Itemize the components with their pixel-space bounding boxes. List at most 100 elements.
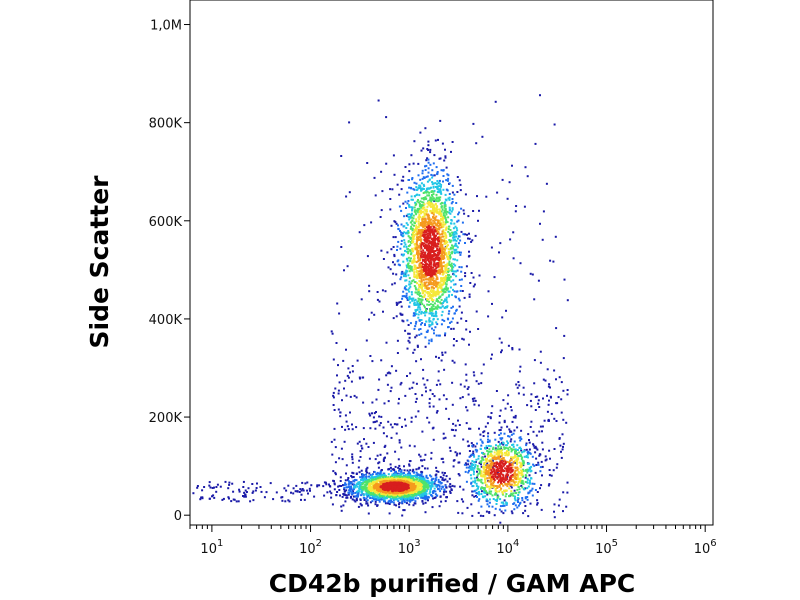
event-dot (445, 490, 448, 493)
event-dot (561, 448, 564, 451)
event-dot (566, 389, 569, 391)
event-dot (553, 123, 556, 126)
event-dot (453, 290, 456, 293)
event-dot (468, 293, 471, 296)
event-dot (496, 450, 499, 453)
event-dot (436, 289, 439, 292)
event-dot (431, 176, 434, 179)
event-dot (431, 205, 434, 208)
event-dot (421, 500, 424, 502)
event-dot (442, 221, 445, 224)
event-dot (453, 273, 456, 276)
event-dot (413, 502, 416, 505)
event-dot (354, 486, 357, 489)
event-dot (431, 202, 434, 205)
event-dot (467, 445, 470, 448)
event-dot (392, 261, 394, 264)
event-dot (440, 257, 443, 260)
event-dot (397, 500, 400, 502)
event-dot (432, 193, 435, 196)
event-dot (383, 500, 385, 503)
event-dot (548, 474, 551, 477)
event-dot (403, 475, 406, 478)
event-dot (406, 469, 409, 472)
event-dot (472, 371, 475, 374)
event-dot (251, 491, 254, 494)
event-dot (435, 211, 438, 214)
event-dot (383, 457, 386, 460)
event-dot (432, 222, 435, 225)
event-dot (331, 453, 334, 456)
event-dot (419, 495, 422, 498)
event-dot (480, 490, 483, 493)
event-dot (521, 475, 524, 478)
event-dot (411, 269, 414, 272)
event-dot (408, 179, 410, 181)
event-dot (460, 285, 463, 287)
event-dot (514, 466, 517, 469)
event-dot (408, 283, 411, 286)
event-dot (401, 272, 404, 275)
event-dot (405, 297, 408, 299)
event-dot (429, 283, 432, 286)
event-dot (511, 473, 514, 476)
event-dot (493, 479, 496, 482)
event-dot (508, 495, 510, 497)
event-dot (442, 239, 445, 242)
event-dot (400, 239, 403, 242)
event-dot (473, 470, 475, 473)
event-dot (425, 275, 428, 278)
event-dot (414, 310, 417, 313)
event-dot (399, 383, 402, 386)
event-dot (512, 416, 515, 419)
event-dot (411, 229, 414, 232)
event-dot (470, 477, 473, 480)
event-dot (468, 250, 470, 253)
event-dot (389, 198, 392, 200)
event-dot (345, 472, 347, 475)
event-dot (482, 515, 485, 517)
event-dot (486, 493, 489, 496)
event-dot (374, 420, 377, 423)
event-dot (471, 460, 474, 463)
event-dot (514, 210, 517, 213)
event-dot (437, 197, 440, 200)
event-dot (533, 382, 536, 385)
event-dot (406, 270, 409, 273)
event-dot (426, 298, 429, 301)
event-dot (367, 512, 370, 515)
event-dot (407, 264, 409, 267)
event-dot (219, 485, 222, 488)
event-dot (494, 507, 497, 510)
event-dot (414, 393, 417, 395)
event-dot (430, 281, 433, 284)
event-dot (491, 478, 494, 481)
event-dot (506, 425, 509, 428)
event-dot (444, 240, 447, 243)
event-dot (389, 268, 392, 271)
event-dot (427, 495, 430, 498)
event-dot (435, 321, 438, 324)
event-dot (422, 225, 425, 228)
event-dot (392, 154, 395, 157)
event-dot (437, 306, 440, 308)
event-dot (439, 383, 442, 386)
event-dot (522, 482, 525, 485)
event-dot (244, 494, 247, 497)
event-dot (403, 501, 406, 504)
event-dot (410, 187, 413, 190)
event-dot (433, 279, 436, 282)
event-dot (383, 480, 386, 483)
event-dot (436, 299, 439, 302)
event-dot (428, 276, 431, 279)
event-dot (453, 216, 456, 218)
event-dot (259, 486, 262, 488)
event-dot (485, 483, 488, 486)
event-dot (419, 262, 422, 265)
event-dot (431, 327, 433, 330)
event-dot (478, 493, 481, 496)
event-dot (447, 174, 450, 177)
event-dot (471, 444, 474, 447)
event-dot (418, 224, 421, 227)
event-dot (434, 302, 436, 305)
